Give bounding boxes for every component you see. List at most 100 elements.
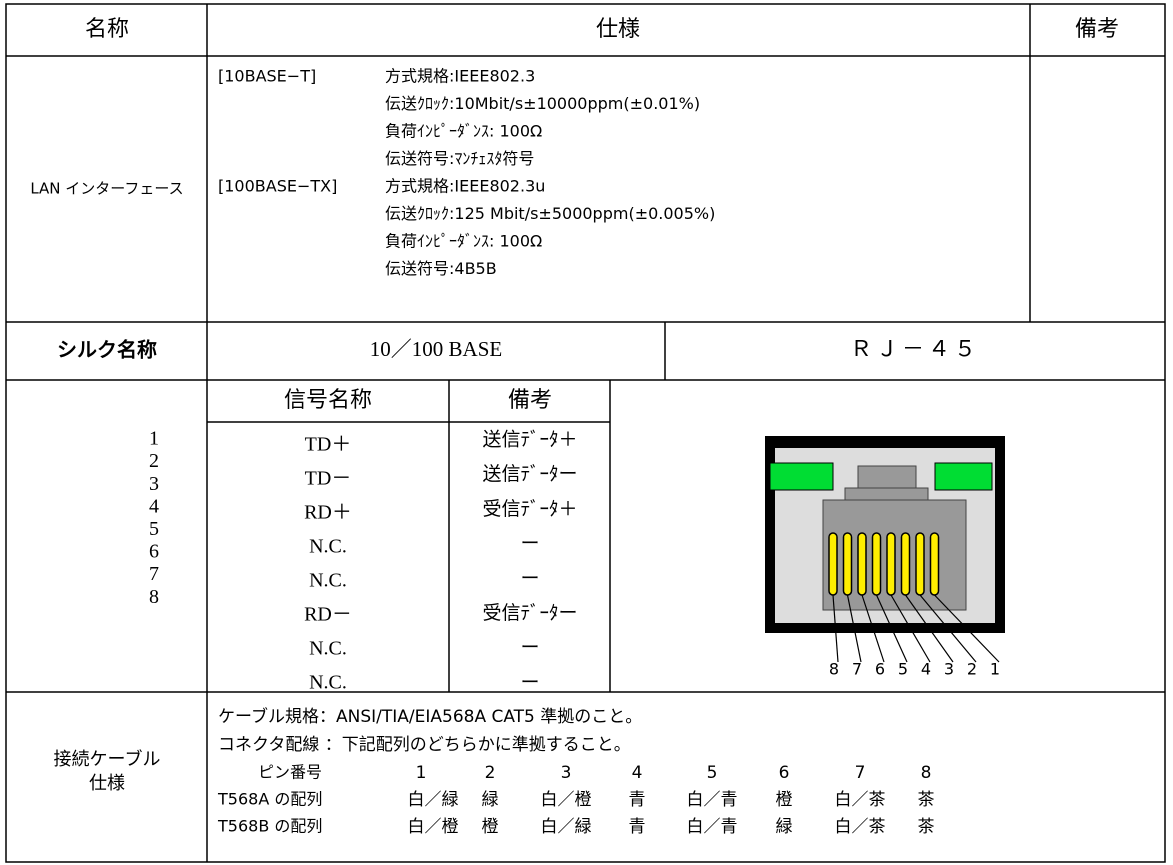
pin-signal: RD－ — [304, 604, 352, 626]
cable-line: ケーブル規格：ANSI/TIA/EIA568A CAT5 準拠のこと。 — [218, 706, 642, 727]
rj45-drawing — [765, 436, 1005, 663]
wiring-cell: 8 — [921, 763, 932, 783]
pin-remark: 受信ﾃﾞｰﾀ＋ — [482, 498, 577, 520]
spec-line: 伝送符号:4B5B — [385, 259, 497, 278]
wiring-label: T568B の配列 — [217, 817, 322, 836]
spec-line: 伝送符号:ﾏﾝﾁｪｽﾀ符号 — [385, 149, 534, 168]
cable-line: コネクタ配線 ：下記配列のどちらかに準拠すること。 — [218, 735, 631, 755]
spec-line: 方式規格:IEEE802.3 — [385, 67, 535, 86]
connector-pin-label: 5 — [898, 660, 908, 679]
silk-value: 10／100 BASE — [370, 337, 502, 361]
group-tag: [10BASE−T] — [218, 67, 316, 86]
wiring-cell: 白／緑 — [408, 790, 459, 810]
connector-pin-label: 7 — [852, 660, 862, 679]
row-label: 仕様 — [89, 773, 125, 794]
wiring-cell: 青 — [629, 817, 646, 837]
contact — [915, 532, 925, 596]
wiring-cell: 橙 — [482, 817, 499, 837]
wiring-cell: 緑 — [776, 817, 793, 837]
leader-line — [861, 594, 885, 663]
pin-signal: TD＋ — [305, 434, 352, 456]
leader-line — [832, 594, 839, 663]
contact — [871, 532, 882, 596]
wiring-cell: 白／茶 — [835, 817, 886, 837]
leader-line — [934, 594, 1000, 663]
wiring-cell: 7 — [855, 763, 866, 783]
pin-signal: RD＋ — [304, 502, 352, 524]
contact — [900, 532, 911, 596]
pin-number: 6 — [149, 541, 159, 563]
connector-pin-label: 4 — [921, 660, 931, 679]
pin-remark: 送信ﾃﾞｰﾀ＋ — [482, 429, 577, 451]
column-header: 備考 — [508, 388, 552, 413]
connector-pin-label: 2 — [967, 660, 977, 679]
spec-line: 方式規格:IEEE802.3u — [385, 177, 545, 196]
contact — [828, 532, 838, 596]
leader-line — [919, 594, 977, 663]
header-cell: 仕様 — [596, 17, 640, 42]
pin-number: 5 — [149, 518, 159, 540]
column-header: 信号名称 — [284, 388, 372, 413]
wiring-label: ピン番号 — [258, 763, 322, 782]
header-cell: 備考 — [1075, 17, 1119, 42]
wiring-cell: 1 — [416, 763, 427, 783]
pin-remark: ー — [520, 533, 539, 555]
wiring-cell: 緑 — [482, 790, 499, 810]
row-label: LAN インターフェース — [30, 180, 183, 198]
pin-remark: ー — [520, 671, 539, 693]
connector-name: ＲＪ－４５ — [850, 336, 980, 361]
contact — [857, 532, 867, 596]
wiring-cell: 茶 — [918, 790, 935, 810]
pin-remark: ー — [520, 567, 539, 589]
pin-signal: N.C. — [309, 672, 347, 694]
spec-line: 伝送ｸﾛｯｸ:125 Mbit/s±5000ppm(±0.005%) — [385, 204, 715, 223]
table-border — [5, 3, 1166, 863]
pin-signal: TD－ — [305, 468, 352, 490]
wiring-cell: 茶 — [918, 817, 935, 837]
spec-line: 伝送ｸﾛｯｸ:10Mbit/s±10000ppm(±0.01%) — [385, 94, 700, 113]
pin-number: 1 — [149, 428, 159, 450]
row-label: 接続ケーブル — [54, 748, 161, 770]
pin-remark: ー — [520, 637, 539, 659]
contact — [929, 532, 940, 596]
contact — [886, 532, 896, 596]
contact — [842, 532, 853, 596]
spec-line: 負荷ｲﾝﾋﾟｰﾀﾞﾝｽ: 100Ω — [385, 122, 542, 141]
row-label: シルク名称 — [57, 338, 157, 362]
wiring-cell: 白／橙 — [541, 790, 592, 810]
spec-line: 負荷ｲﾝﾋﾟｰﾀﾞﾝｽ: 100Ω — [385, 232, 542, 251]
connector-pin-label: 8 — [829, 660, 839, 679]
wiring-cell: 白／青 — [687, 817, 738, 837]
wiring-cell: 白／青 — [687, 790, 738, 810]
leader-line — [846, 594, 862, 663]
connector-pin-label: 6 — [875, 660, 885, 679]
wiring-cell: 白／橙 — [408, 817, 459, 837]
wiring-cell: 2 — [485, 763, 496, 783]
leader-line — [890, 594, 931, 663]
pin-remark: 送信ﾃﾞｰﾀー — [482, 463, 577, 485]
pin-number: 8 — [149, 586, 159, 608]
wiring-cell: 橙 — [776, 790, 793, 810]
header-cell: 名称 — [85, 17, 129, 42]
pin-signal: N.C. — [309, 570, 347, 592]
pin-number: 2 — [149, 450, 159, 472]
grid — [6, 4, 1165, 862]
wiring-cell: 3 — [561, 763, 572, 783]
wiring-cell: 白／茶 — [835, 790, 886, 810]
connector-pin-label: 3 — [944, 660, 954, 679]
pin-remark: 受信ﾃﾞｰﾀー — [482, 602, 577, 624]
connector-pin-label: 1 — [990, 660, 1000, 679]
pin-number: 3 — [149, 473, 159, 495]
wiring-cell: 6 — [779, 763, 790, 783]
wiring-cell: 白／緑 — [541, 817, 592, 837]
pin-number: 7 — [149, 563, 159, 585]
wiring-label: T568A の配列 — [217, 790, 322, 809]
group-tag: [100BASE−TX] — [218, 177, 337, 196]
pin-signal: N.C. — [309, 536, 347, 558]
pin-number: 4 — [149, 495, 159, 517]
wiring-cell: 青 — [629, 790, 646, 810]
wiring-cell: 5 — [707, 763, 718, 783]
pin-signal: N.C. — [309, 638, 347, 660]
